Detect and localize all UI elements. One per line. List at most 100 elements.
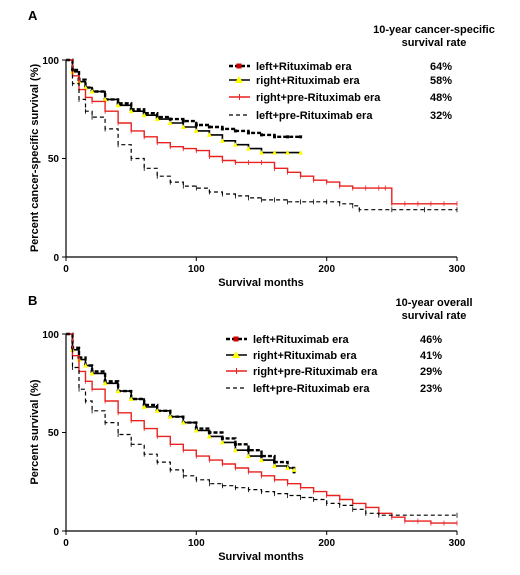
panel-a-series-2-censor-mark [285, 150, 291, 155]
panel-a-legend-label: right+Rituximab era [256, 75, 360, 87]
panel-b-y-tick-label: 100 [42, 330, 59, 341]
panel-b-legend-label: right+Rituximab era [253, 350, 357, 362]
panel-a-rate-value: 58% [430, 75, 452, 87]
panel-b-x-tick-label: 300 [449, 538, 466, 549]
panel-a-series-line-2 [66, 59, 301, 154]
panel-b-x-tick-label: 100 [188, 538, 205, 549]
panel-b: B 10-year overall survival rate 100 50 0… [28, 293, 473, 563]
panel-b-series-2-censor-mark [154, 408, 160, 413]
panel-a-series-1-censor-mark [260, 133, 263, 137]
panel-b-series-2-censor-mark [232, 447, 238, 453]
panel-b-series-2-censor-mark [83, 363, 89, 368]
panel-a-x-axis-title: Survival months [218, 277, 304, 289]
panel-a-series-1-censor-mark [207, 125, 211, 129]
panel-a-legend-item: right+pre-Rituximab era 48% [229, 92, 452, 104]
panel-a-series-2-censor-mark [298, 150, 304, 155]
panel-a-series-1-censor-mark [181, 119, 185, 123]
panel-a-series-layer [66, 58, 458, 213]
panel-b-rate-header-line-1: 10-year overall [395, 297, 472, 309]
panel-a-series-2-censor-mark [272, 150, 278, 155]
panel-b-legend-item: left+Rituximab era 46% [226, 334, 442, 346]
panel-b-rate-value: 46% [420, 334, 442, 346]
panel-b-series-line-3 [66, 333, 457, 524]
panel-b-series-2-censor-mark [128, 396, 134, 402]
panel-a-series-2-censor-mark [141, 112, 147, 118]
panel-b-series-2-censor-mark [219, 439, 225, 445]
panel-a-legend-item: left+Rituximab era 64% [229, 61, 452, 73]
panel-a-plot-area: 100 50 0 0 100 200 300 Survival months P… [29, 56, 466, 289]
panel-b-series-2-censor-mark [285, 465, 291, 470]
panel-b-letter: B [28, 293, 37, 308]
panel-b-legend-label: right+pre-Rituximab era [253, 366, 378, 378]
panel-b-rate-header-line-2: survival rate [402, 310, 467, 322]
panel-a-series-1-censor-mark [194, 123, 198, 127]
panel-a-series-1-censor-mark [220, 127, 224, 131]
panel-b-series-2-censor-mark [180, 420, 186, 425]
panel-b-series-2-censor-mark [259, 457, 264, 463]
panel-b-series-2-censor-mark [272, 463, 278, 468]
panel-a-series-2-censor-mark [180, 124, 186, 129]
panel-b-series-2-censor-mark [141, 404, 147, 409]
panel-a-rate-value: 64% [430, 61, 452, 73]
panel-b-series-line-4 [66, 333, 457, 516]
panel-b-legend-swatch-marker [233, 336, 239, 342]
panel-a-legend-item: right+Rituximab era 58% [229, 75, 452, 87]
panel-b-rate-value: 41% [420, 350, 442, 362]
panel-a-series-1-censor-mark [299, 135, 303, 139]
panel-b-x-axis-title: Survival months [218, 551, 304, 563]
panel-a-series-2-censor-mark [206, 132, 212, 137]
panel-b-y-axis-title: Percent survival (%) [29, 379, 41, 484]
panel-b-legend-item: right+pre-Rituximab era 29% [226, 366, 442, 378]
panel-a-y-tick-label: 0 [53, 253, 59, 264]
panel-a-x-tick-label: 200 [318, 264, 335, 275]
panel-a-series-1-censor-mark [233, 129, 237, 133]
panel-b-series-2-censor-mark [89, 370, 95, 376]
panel-b-legend-item: right+Rituximab era 41% [226, 350, 442, 362]
panel-b-y-tick-label: 0 [53, 527, 59, 538]
panel-a-series-1-censor-mark [246, 131, 250, 135]
panel-a-series-line-4 [66, 59, 457, 211]
panel-a-series-1-censor-mark [286, 135, 290, 139]
panel-a-y-axis-title: Percent cancer-specific survival (%) [29, 64, 41, 253]
panel-b-y-tick-label: 50 [48, 428, 60, 439]
panel-a-rate-value: 32% [430, 110, 452, 122]
panel-a-y-tick-label: 100 [42, 56, 59, 67]
panel-b-series-layer [66, 332, 458, 526]
panel-b-legend-header: 10-year overall survival rate [395, 297, 472, 322]
panel-a-rate-header-line-2: survival rate [402, 37, 467, 49]
panel-a-series-2-censor-mark [83, 85, 89, 90]
panel-a-legend-item: left+pre-Rituximab era 32% [229, 110, 452, 122]
panel-a-legend-swatch-marker [236, 63, 242, 69]
panel-b-legend: left+Rituximab era 46% right+Rituximab e… [226, 334, 442, 395]
panel-b-legend-label: left+Rituximab era [253, 334, 350, 346]
panel-a-series-2-censor-mark [193, 128, 199, 133]
panel-a: A 10-year cancer-specific survival rate … [28, 8, 495, 289]
panel-b-legend-label: left+pre-Rituximab era [253, 383, 370, 395]
panel-a-legend-swatch-marker [235, 76, 243, 83]
panel-a-legend-label: left+pre-Rituximab era [256, 110, 373, 122]
panel-b-plot-area: 100 50 0 0 100 200 300 Survival months P… [29, 330, 466, 563]
panel-a-legend: left+Rituximab era 64% right+Rituximab e… [229, 61, 452, 122]
panel-a-series-2-censor-mark [232, 142, 238, 147]
panel-b-series-2-censor-mark [193, 428, 199, 433]
panel-a-series-2-censor-mark [102, 96, 108, 102]
panel-a-series-2-censor-mark [245, 146, 251, 151]
panel-a-series-2-censor-mark [259, 150, 264, 155]
panel-a-rate-value: 48% [430, 92, 452, 104]
panel-b-series-2-censor-mark [206, 433, 212, 439]
panel-a-y-tick-label: 50 [48, 154, 60, 165]
panel-b-series-2-censor-mark [115, 388, 121, 394]
panel-b-rate-value: 23% [420, 383, 442, 395]
panel-a-series-2-censor-mark [167, 120, 173, 126]
panel-a-series-1-censor-mark [273, 135, 277, 139]
panel-b-rate-value: 29% [420, 366, 442, 378]
panel-a-series-2-censor-mark [154, 116, 160, 122]
panel-a-series-2-censor-mark [219, 138, 225, 143]
panel-a-x-tick-label: 0 [63, 264, 69, 275]
panel-b-x-tick-label: 200 [318, 538, 335, 549]
panel-a-rate-header-line-1: 10-year cancer-specific [373, 24, 495, 36]
panel-b-series-2-censor-mark [291, 467, 297, 472]
panel-a-series-2-censor-mark [128, 108, 134, 114]
panel-a-x-tick-label: 100 [188, 264, 205, 275]
